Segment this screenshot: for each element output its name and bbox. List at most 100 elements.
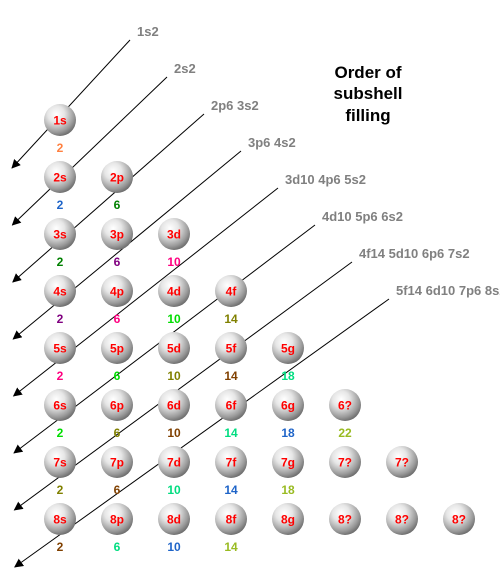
electron-capacity: 2	[57, 369, 64, 383]
subshell-label: 8s	[53, 513, 67, 527]
subshell-label: 4s	[53, 285, 67, 299]
subshell-label: 3s	[53, 228, 67, 242]
subshell-sphere	[215, 446, 247, 478]
subshell-4p: 4p	[101, 275, 133, 307]
title-line-1: Order of	[334, 63, 401, 82]
subshell-label: 6f	[226, 399, 238, 413]
title-line-3: filling	[345, 106, 390, 125]
subshell-8f: 8f	[215, 503, 247, 535]
subshell-label: 5g	[281, 342, 295, 356]
electron-capacity: 2	[57, 426, 64, 440]
diagonal-arrow	[11, 76, 168, 226]
subshell-1s: 1s	[44, 104, 76, 136]
subshell-sphere	[101, 446, 133, 478]
subshell-sphere	[101, 275, 133, 307]
subshell-label: 7f	[226, 456, 238, 470]
subshell-8?: 8?	[443, 503, 475, 535]
subshell-sphere	[215, 503, 247, 535]
subshell-3p: 3p	[101, 218, 133, 250]
electron-capacity: 6	[114, 426, 121, 440]
electron-capacity: 10	[167, 540, 181, 554]
subshell-label: 8?	[452, 513, 466, 527]
subshell-6g: 6g	[272, 389, 304, 421]
subshell-label: 7?	[395, 456, 409, 470]
subshell-sphere	[44, 389, 76, 421]
subshell-8g: 8g	[272, 503, 304, 535]
subshell-sphere	[215, 389, 247, 421]
subshell-label: 6d	[167, 399, 181, 413]
subshell-label: 8d	[167, 513, 181, 527]
subshell-sphere	[329, 446, 361, 478]
subshell-sphere	[44, 161, 76, 193]
electron-capacity: 10	[167, 426, 181, 440]
electron-capacity: 6	[114, 369, 121, 383]
electron-capacity: 14	[224, 312, 238, 326]
electron-capacity: 10	[167, 255, 181, 269]
subshell-2s: 2s	[44, 161, 76, 193]
electron-capacity: 22	[338, 426, 352, 440]
diagonal-label: 2s2	[174, 61, 196, 76]
subshell-7s: 7s	[44, 446, 76, 478]
subshell-label: 5f	[226, 342, 238, 356]
electron-capacity: 2	[57, 540, 64, 554]
subshell-label: 7d	[167, 456, 181, 470]
diagonal-arrow	[14, 298, 390, 568]
subshell-label: 5p	[110, 342, 124, 356]
subshell-label: 2p	[110, 171, 124, 185]
electron-capacity: 6	[114, 483, 121, 497]
electron-capacity: 6	[114, 198, 121, 212]
subshell-5p: 5p	[101, 332, 133, 364]
subshell-sphere	[158, 218, 190, 250]
subshell-sphere	[44, 332, 76, 364]
subshell-sphere	[272, 503, 304, 535]
subshell-label: 4f	[226, 285, 238, 299]
subshell-label: 7s	[53, 456, 67, 470]
subshell-sphere	[272, 446, 304, 478]
subshell-5s: 5s	[44, 332, 76, 364]
subshell-sphere	[101, 332, 133, 364]
subshell-label: 7g	[281, 456, 295, 470]
subshell-label: 6g	[281, 399, 295, 413]
subshell-6d: 6d	[158, 389, 190, 421]
electron-capacity: 2	[57, 312, 64, 326]
subshell-4s: 4s	[44, 275, 76, 307]
subshell-sphere	[44, 218, 76, 250]
electron-capacity: 6	[114, 255, 121, 269]
electron-capacity: 2	[57, 141, 64, 155]
electron-capacity: 18	[281, 426, 295, 440]
electron-capacity: 2	[57, 198, 64, 212]
diagonal-label: 3p6 4s2	[248, 135, 296, 150]
subshell-label: 8p	[110, 513, 124, 527]
diagonal-label: 4d10 5p6 6s2	[322, 209, 403, 224]
subshell-sphere	[101, 218, 133, 250]
electron-capacity: 14	[224, 369, 238, 383]
subshell-label: 3p	[110, 228, 124, 242]
subshell-8d: 8d	[158, 503, 190, 535]
subshell-6f: 6f	[215, 389, 247, 421]
subshell-sphere	[158, 332, 190, 364]
subshell-sphere	[272, 332, 304, 364]
subshell-sphere	[215, 275, 247, 307]
subshell-sphere	[101, 503, 133, 535]
subshell-5d: 5d	[158, 332, 190, 364]
electron-capacity: 14	[224, 483, 238, 497]
subshell-label: 5s	[53, 342, 67, 356]
subshell-7g: 7g	[272, 446, 304, 478]
subshell-6?: 6?	[329, 389, 361, 421]
subshell-label: 5d	[167, 342, 181, 356]
subshell-5g: 5g	[272, 332, 304, 364]
subshell-sphere	[44, 275, 76, 307]
electron-capacity: 18	[281, 369, 295, 383]
subshell-7f: 7f	[215, 446, 247, 478]
electron-capacity: 14	[224, 540, 238, 554]
diagonal-label: 3d10 4p6 5s2	[285, 172, 366, 187]
subshell-7?: 7?	[329, 446, 361, 478]
subshell-label: 8f	[226, 513, 238, 527]
subshell-8?: 8?	[386, 503, 418, 535]
subshell-sphere	[329, 389, 361, 421]
subshell-4d: 4d	[158, 275, 190, 307]
electron-capacity: 18	[281, 483, 295, 497]
title-line-2: subshell	[334, 84, 403, 103]
